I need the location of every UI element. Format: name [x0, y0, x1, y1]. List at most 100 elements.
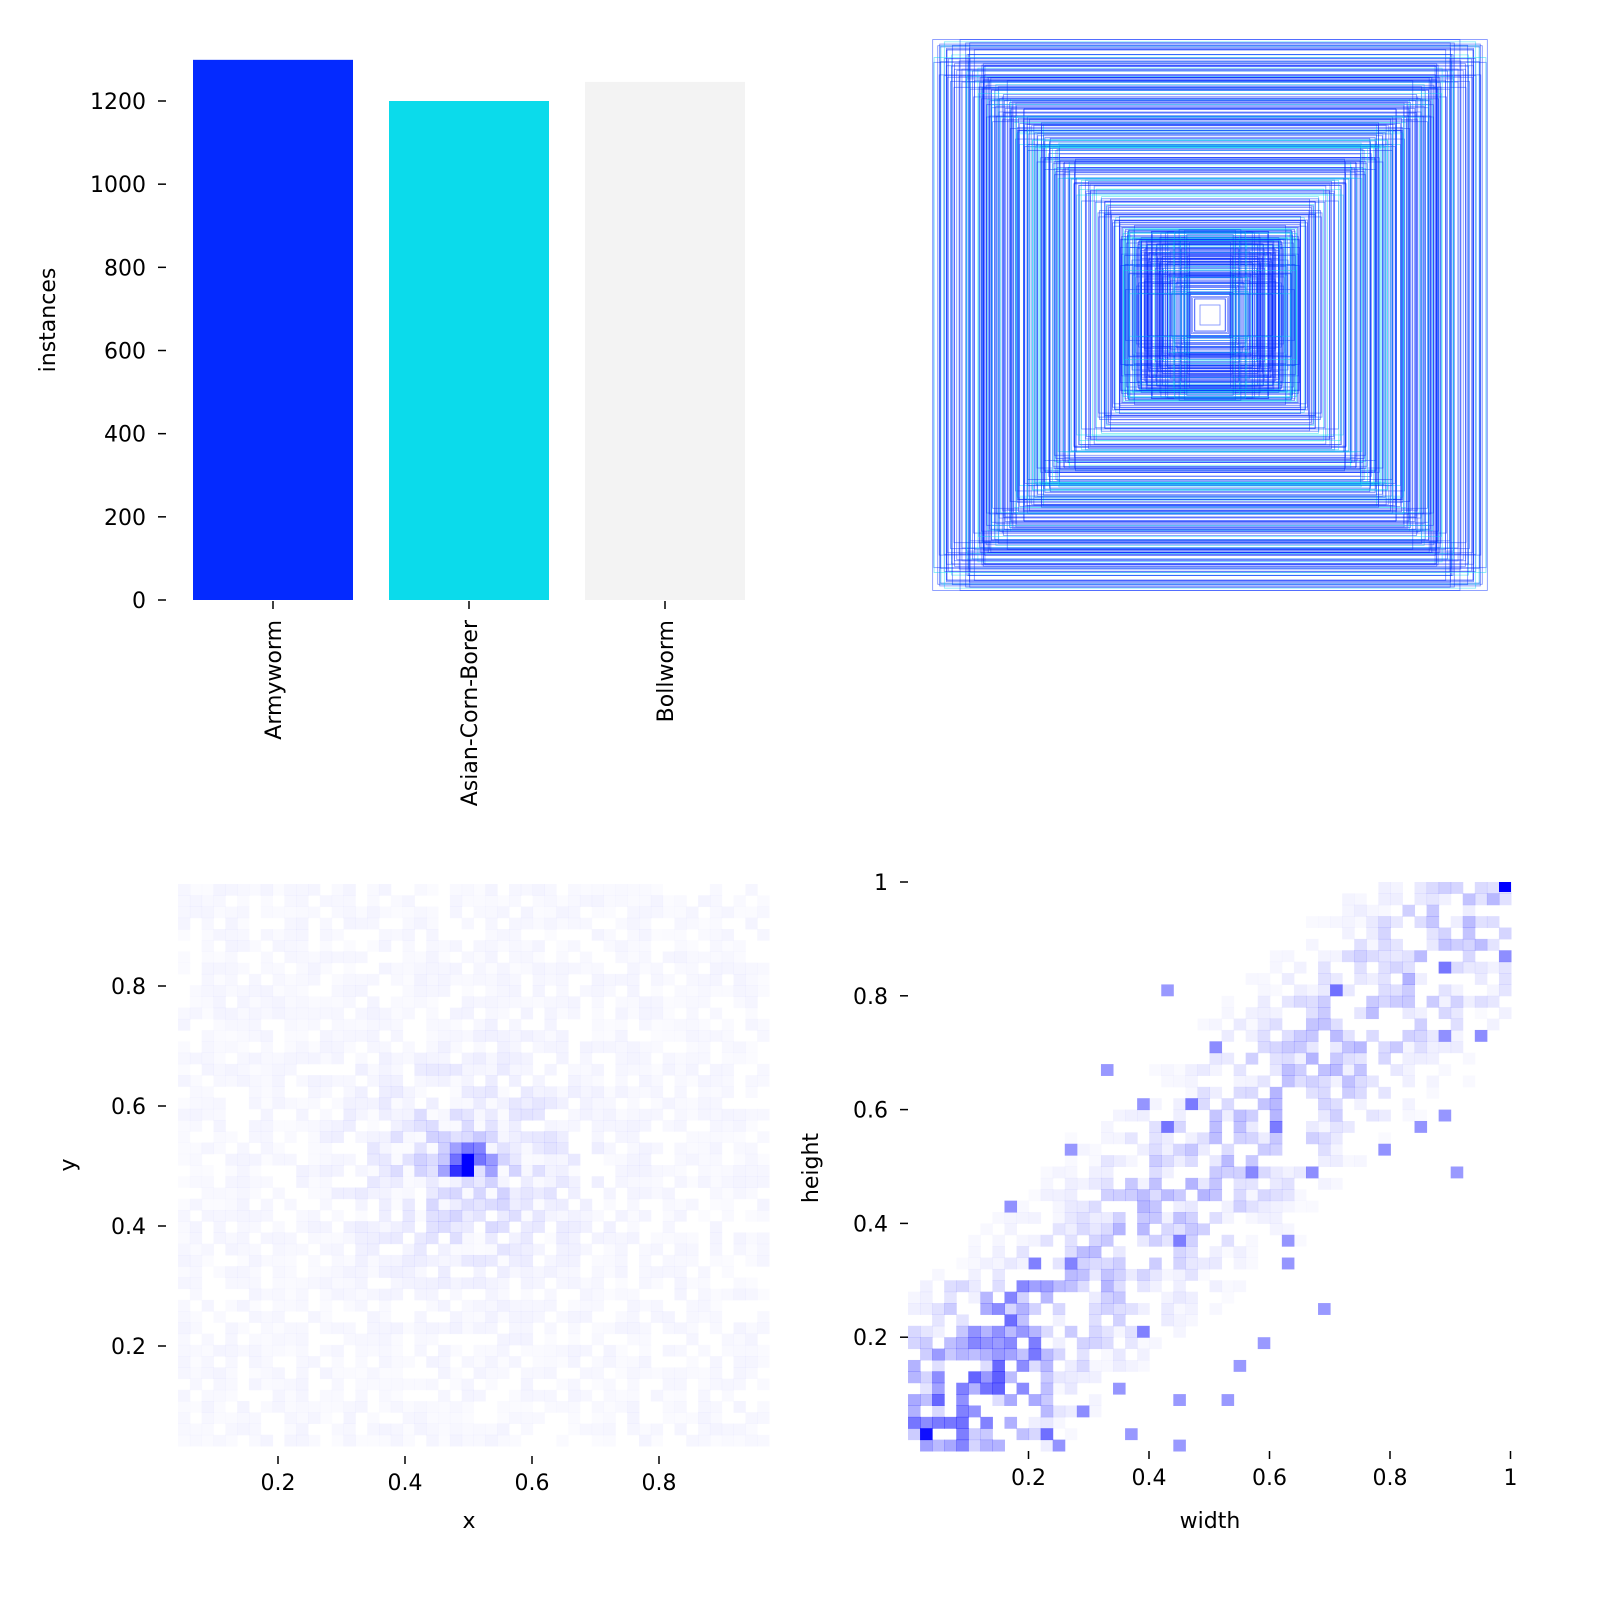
heatmap-cell: [449, 1209, 463, 1222]
heatmap-cell: [213, 884, 226, 896]
heatmap-cell: [355, 1266, 368, 1278]
heatmap-cell: [473, 1209, 486, 1222]
heatmap-cell: [1161, 1269, 1174, 1281]
heatmap-cell: [686, 1435, 698, 1447]
heatmap-cell: [1450, 938, 1464, 951]
heatmap-cell: [686, 1255, 698, 1267]
heatmap-cell: [627, 1165, 640, 1177]
heatmap-cell: [497, 1299, 510, 1312]
heatmap-cell: [710, 1255, 722, 1267]
heatmap-cell: [710, 940, 722, 952]
heatmap-cell: [438, 1435, 450, 1447]
heatmap-cell: [1282, 1223, 1295, 1235]
heatmap-cell: [544, 1356, 556, 1368]
heatmap-cell: [237, 996, 250, 1009]
heatmap-cell: [508, 1187, 522, 1200]
heatmap-cell: [1088, 1268, 1102, 1281]
x-tick-label: Asian-Corn-Borer: [458, 619, 483, 806]
bounding-box: [950, 80, 1470, 550]
heatmap-cell: [604, 974, 616, 986]
heatmap-cell: [908, 1394, 921, 1406]
heatmap-cell: [332, 1255, 344, 1267]
heatmap-cell: [1016, 1246, 1030, 1259]
heatmap-cell: [355, 974, 367, 986]
heatmap-cell: [249, 1244, 261, 1256]
heatmap-cell: [544, 1007, 557, 1020]
heatmap-cell: [379, 1019, 391, 1031]
heatmap-cell: [378, 1266, 392, 1278]
bounding-box: [974, 79, 1446, 551]
heatmap-cell: [1402, 1064, 1416, 1076]
heatmap-cell: [378, 884, 392, 896]
heatmap-cell: [1342, 1041, 1355, 1054]
heatmap-cell: [920, 1439, 933, 1452]
heatmap-cell: [485, 918, 497, 930]
heatmap-cell: [544, 918, 556, 930]
heatmap-cell: [956, 1428, 969, 1441]
heatmap-cell: [956, 1258, 969, 1270]
heatmap-cell: [1427, 1087, 1440, 1099]
heatmap-cell: [1161, 1234, 1174, 1247]
heatmap-cell: [1173, 1257, 1186, 1270]
heatmap-cell: [544, 1198, 557, 1211]
heatmap-cell: [403, 1424, 415, 1436]
heatmap-cell: [1390, 938, 1403, 951]
heatmap-cell: [414, 1075, 426, 1087]
heatmap-cell: [1354, 1064, 1367, 1076]
heatmap-cell: [992, 1348, 1005, 1361]
heatmap-cell: [462, 974, 474, 986]
heatmap-cell: [1209, 1166, 1223, 1179]
heatmap-cell: [332, 1424, 344, 1436]
heatmap-cell: [1185, 1200, 1198, 1213]
heatmap-cell: [485, 1108, 498, 1121]
bounding-box: [1089, 191, 1331, 439]
heatmap-cell: [1305, 1052, 1319, 1065]
heatmap-cell: [722, 951, 734, 963]
bounding-box: [1038, 147, 1382, 483]
heatmap-cell: [355, 1053, 367, 1065]
heatmap-cell: [932, 1325, 945, 1338]
heatmap-cell: [332, 1379, 344, 1391]
heatmap-cell: [932, 1269, 945, 1281]
bounding-box: [1125, 289, 1295, 341]
heatmap-cell: [638, 1108, 652, 1121]
heatmap-cell: [261, 1064, 273, 1076]
heatmap-cell: [426, 1198, 439, 1211]
heatmap-cell: [320, 918, 332, 930]
heatmap-cell: [1462, 995, 1476, 1008]
heatmap-cell: [284, 1041, 296, 1053]
heatmap-cell: [273, 1120, 285, 1132]
heatmap-cell: [1402, 1029, 1416, 1042]
heatmap-cell: [920, 1394, 933, 1406]
heatmap-cell: [509, 1019, 521, 1031]
heatmap-cell: [1378, 1086, 1391, 1099]
heatmap-cell: [521, 1165, 533, 1177]
heatmap-cell: [615, 1277, 627, 1289]
heatmap-cell: [532, 1165, 545, 1177]
heatmap-cell: [272, 1367, 285, 1380]
heatmap-cell: [202, 1412, 214, 1424]
heatmap-cell: [332, 1019, 344, 1031]
heatmap-cell: [968, 1337, 981, 1350]
heatmap-cell: [733, 973, 746, 986]
heatmap-cell: [449, 1322, 463, 1335]
heatmap-cell: [1486, 995, 1500, 1008]
heatmap-cell: [379, 1322, 391, 1334]
heatmap-cell: [213, 1041, 225, 1053]
heatmap-cell: [319, 1277, 333, 1290]
bounding-box-overlay: [932, 39, 1488, 591]
heatmap-cell: [426, 962, 439, 975]
heatmap-cell: [1028, 1234, 1042, 1247]
heatmap-cell: [1318, 1075, 1331, 1088]
heatmap-cell: [698, 1424, 710, 1436]
heatmap-cell: [1474, 961, 1488, 974]
heatmap-cell: [438, 985, 450, 997]
heatmap-cell: [568, 1334, 580, 1346]
heatmap-cell: [639, 906, 651, 918]
heatmap-cell: [521, 996, 533, 1008]
heatmap-cell: [722, 1289, 734, 1301]
heatmap-cell: [1486, 961, 1500, 974]
heatmap-cell: [332, 1244, 344, 1256]
heatmap-cell: [1354, 1098, 1367, 1111]
heatmap-cell: [757, 1345, 769, 1357]
